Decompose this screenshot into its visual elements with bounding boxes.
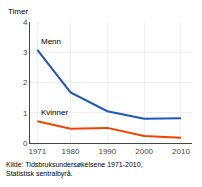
svg-text:Kilde: Tidsbruksundersøkelsene: Kilde: Tidsbruksundersøkelsene 1971-2010… — [6, 161, 143, 178]
svg-text:0: 0 — [23, 139, 28, 148]
svg-text:1980: 1980 — [62, 147, 80, 156]
svg-text:2000: 2000 — [135, 147, 153, 156]
svg-text:1971: 1971 — [28, 147, 46, 156]
svg-text:3: 3 — [23, 48, 28, 57]
svg-text:1990: 1990 — [98, 147, 116, 156]
svg-text:Timer: Timer — [8, 7, 28, 16]
svg-text:2: 2 — [23, 78, 28, 87]
svg-text:1: 1 — [23, 109, 28, 118]
svg-text:Kvinner: Kvinner — [41, 108, 68, 117]
svg-text:2010: 2010 — [172, 147, 190, 156]
svg-text:Menn: Menn — [41, 37, 61, 46]
svg-text:4: 4 — [23, 18, 28, 27]
